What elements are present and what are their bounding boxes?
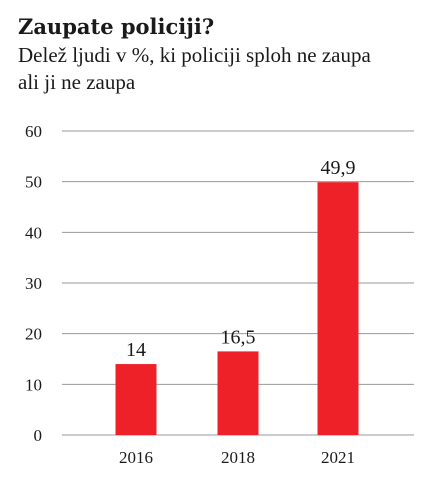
y-tick-label-20: 20 xyxy=(25,325,42,344)
bar-2021 xyxy=(317,182,359,435)
bar-2016 xyxy=(115,364,157,435)
data-labels: 14 16,5 49,9 xyxy=(126,157,356,361)
y-axis-ticks: 0 10 20 30 40 50 60 xyxy=(25,122,42,445)
data-label-2016: 14 xyxy=(126,339,146,361)
y-tick-label-60: 60 xyxy=(25,122,42,141)
x-tick-label-2018: 2018 xyxy=(221,448,255,467)
x-tick-label-2021: 2021 xyxy=(321,448,355,467)
data-label-2018: 16,5 xyxy=(221,326,256,348)
y-tick-label-30: 30 xyxy=(25,274,42,293)
chart-subtitle: Delež ljudi v %, ki policiji sploh ne za… xyxy=(18,43,371,94)
x-tick-label-2016: 2016 xyxy=(119,448,153,467)
x-axis-ticks: 2016 2018 2021 xyxy=(119,448,355,467)
y-tick-label-40: 40 xyxy=(25,223,42,242)
bar-2018 xyxy=(217,351,259,435)
y-tick-label-50: 50 xyxy=(25,173,42,192)
y-tick-label-10: 10 xyxy=(25,375,42,394)
bars xyxy=(115,182,359,435)
data-label-2021: 49,9 xyxy=(321,157,356,179)
y-tick-label-0: 0 xyxy=(34,426,43,445)
chart-title: Zaupate policiji? xyxy=(18,14,215,39)
